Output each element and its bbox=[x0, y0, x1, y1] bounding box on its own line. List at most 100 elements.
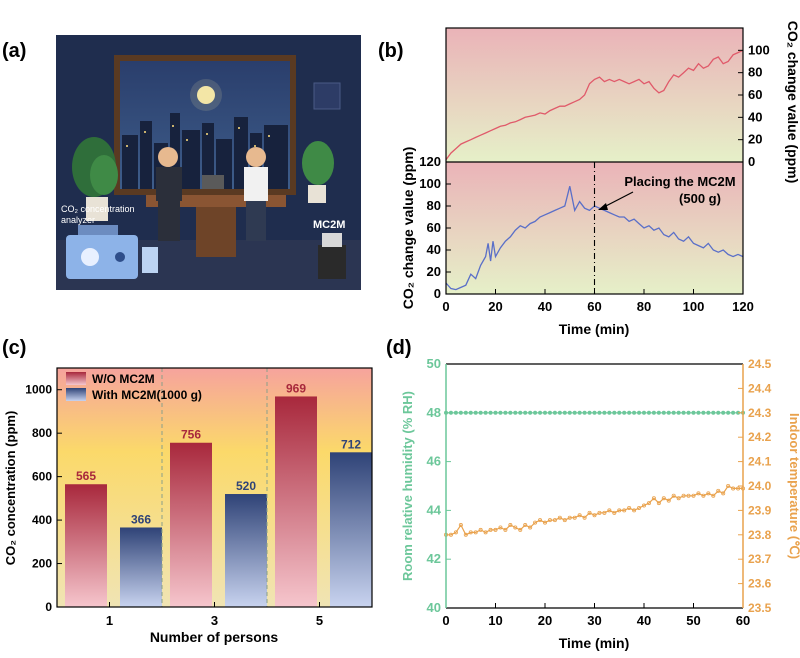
chart-d-humidity-point bbox=[508, 410, 513, 415]
chart-d-humidity-point bbox=[686, 410, 691, 415]
chart-c-ytick-label: 1000 bbox=[25, 383, 52, 397]
chart-d-humidity-point bbox=[661, 410, 666, 415]
chart-b-ytick-label-bottom: 120 bbox=[419, 154, 441, 169]
chart-d-ytick-label-right: 24.4 bbox=[748, 381, 772, 395]
chart-d-xtick-label: 40 bbox=[637, 613, 651, 628]
chart-d-temperature-point bbox=[607, 508, 612, 513]
chart-c-bar bbox=[170, 442, 212, 607]
chart-d-temperature-point bbox=[562, 518, 567, 523]
chart-b-bottom-line bbox=[445, 186, 744, 291]
chart-d-humidity-point bbox=[597, 410, 602, 415]
chart-d-temperature-point bbox=[478, 527, 483, 532]
chart-b-ytick-label-bottom: 80 bbox=[427, 198, 441, 213]
chart-b-axes: 0 20 40 60 80 100 120 0 20 40 60 80 100 120 0 20 40 60 80 1… bbox=[419, 42, 769, 314]
chart-c-bar bbox=[65, 484, 107, 607]
legend-label-wo: W/O MC2M bbox=[92, 372, 155, 386]
chart-d-humidity-point bbox=[533, 410, 538, 415]
chart-d-ytick-label-right: 23.7 bbox=[748, 552, 772, 566]
chart-d-xtick-label: 10 bbox=[488, 613, 502, 628]
chart-b-xtick-label: 40 bbox=[538, 299, 552, 314]
chart-d-temperature-point bbox=[641, 503, 646, 508]
chart-b-ytick-label-bottom: 100 bbox=[419, 176, 441, 191]
chart-d-temperature-point bbox=[567, 515, 572, 520]
chart-d-temperature-point bbox=[488, 527, 493, 532]
legend-label-with: With MC2M(1000 g) bbox=[92, 388, 202, 402]
chart-d-humidity-point bbox=[721, 410, 726, 415]
chart-b-frame bbox=[445, 27, 744, 295]
chart-b-ytick-label-top: 60 bbox=[748, 87, 762, 102]
chart-b-top-series bbox=[445, 49, 744, 161]
chart-b-top-plot-area bbox=[446, 28, 743, 162]
chart-d-temperature-point bbox=[711, 493, 716, 498]
chart-d-temperature-point bbox=[468, 530, 473, 535]
chart-d-humidity-point bbox=[543, 410, 547, 415]
chart-b-bottom-series bbox=[445, 162, 744, 294]
laptop bbox=[202, 175, 224, 189]
chart-d-ytick-label-left: 46 bbox=[427, 454, 441, 469]
plant-left bbox=[72, 137, 118, 221]
chart-d-temperature-point bbox=[508, 523, 513, 528]
chart-d-ytick-label-right: 23.8 bbox=[748, 528, 772, 542]
chart-b-xlabel: Time (min) bbox=[559, 321, 630, 337]
chart-c-bar bbox=[120, 527, 162, 607]
chart-d-ytick-label-right: 24.2 bbox=[748, 430, 772, 444]
chart-d-ytick-label-right: 24.0 bbox=[748, 479, 772, 493]
chart-d-humidity-point bbox=[676, 410, 681, 415]
chart-d-temperature-point bbox=[656, 501, 661, 506]
chart-d-xtick-label: 50 bbox=[686, 613, 700, 628]
chart-d-humidity-point bbox=[592, 410, 597, 415]
chart-b-annotation-line1: Placing the MC2M bbox=[624, 174, 735, 189]
legend-swatch-with bbox=[66, 388, 86, 401]
chart-c-bar-label: 969 bbox=[286, 381, 306, 395]
chart-d-temperature-point bbox=[597, 510, 602, 515]
chart-d-temperature-point bbox=[483, 530, 488, 535]
chart-b-xtick-label: 100 bbox=[683, 299, 705, 314]
panel-label-c: (c) bbox=[2, 337, 27, 359]
chart-d-temperature-point bbox=[706, 491, 711, 496]
chart-d-ytick-label-right: 23.6 bbox=[748, 577, 772, 591]
chart-d-temperature-point bbox=[493, 527, 498, 532]
chart-d-temperature-point bbox=[582, 515, 587, 520]
office-illustration: CO₂ concentration analyzer MC2M bbox=[56, 35, 361, 290]
chart-b-ytick-label-bottom: 0 bbox=[434, 286, 441, 301]
chart-d-humidity-point bbox=[572, 410, 577, 415]
chart-c-bar bbox=[275, 396, 317, 607]
chart-d-humidity-point bbox=[577, 410, 582, 415]
chart-b-ytick-label-top: 80 bbox=[748, 65, 762, 80]
chart-d-humidity-point bbox=[637, 410, 642, 415]
chart-c-plot-area bbox=[57, 368, 372, 607]
chart-d-temperature-point bbox=[453, 530, 458, 535]
chart-c-frame bbox=[56, 367, 373, 608]
chart-c-legend: W/O MC2M With MC2M(1000 g) bbox=[66, 372, 202, 402]
mc2m-device bbox=[318, 233, 346, 279]
chart-d-ylabel-right: Indoor temperature (℃) bbox=[787, 413, 800, 559]
chart-d-humidity-point bbox=[646, 410, 651, 415]
chart-d-temperature-point bbox=[637, 505, 642, 510]
office-scene: CO₂ concentration analyzer MC2M bbox=[56, 35, 361, 290]
chart-d-humidity-point bbox=[478, 410, 483, 415]
chart-d-temperature-point bbox=[498, 525, 503, 530]
chart-d-xlabel: Time (min) bbox=[559, 635, 630, 651]
chart-d-temperature-point bbox=[463, 532, 468, 537]
chart-b-ytick-label-bottom: 40 bbox=[427, 242, 441, 257]
chart-b-annotation-arrow bbox=[601, 191, 634, 209]
legend-swatch-wo bbox=[66, 372, 86, 385]
chart-d-humidity-point bbox=[552, 410, 557, 415]
chart-d-temperature-point bbox=[646, 501, 651, 506]
chart-d-plot-area bbox=[446, 364, 743, 608]
chart-d-xtick-label: 30 bbox=[587, 613, 601, 628]
chart-b-xtick-label: 60 bbox=[587, 299, 601, 314]
desk-body bbox=[196, 207, 236, 257]
chart-d: 0 10 20 30 40 50 60 40 42 44 46 48 50 23.5 23.6 23.7 23.… bbox=[400, 358, 800, 651]
analyzer-label: CO₂ concentration analyzer bbox=[61, 204, 135, 225]
chart-d-temperature-point bbox=[726, 484, 731, 489]
chart-c-ytick-label: 200 bbox=[32, 557, 52, 571]
chart-c-ytick-label: 400 bbox=[32, 513, 52, 527]
chart-d-temperature-point bbox=[577, 513, 582, 518]
chart-d-temperature-point bbox=[518, 527, 523, 532]
chart-b-annotation-arrowhead bbox=[598, 203, 608, 210]
chart-c-xtick-label: 1 bbox=[106, 613, 113, 628]
chart-d-temperature-point bbox=[736, 486, 741, 491]
chart-d-humidity-point bbox=[602, 410, 607, 415]
